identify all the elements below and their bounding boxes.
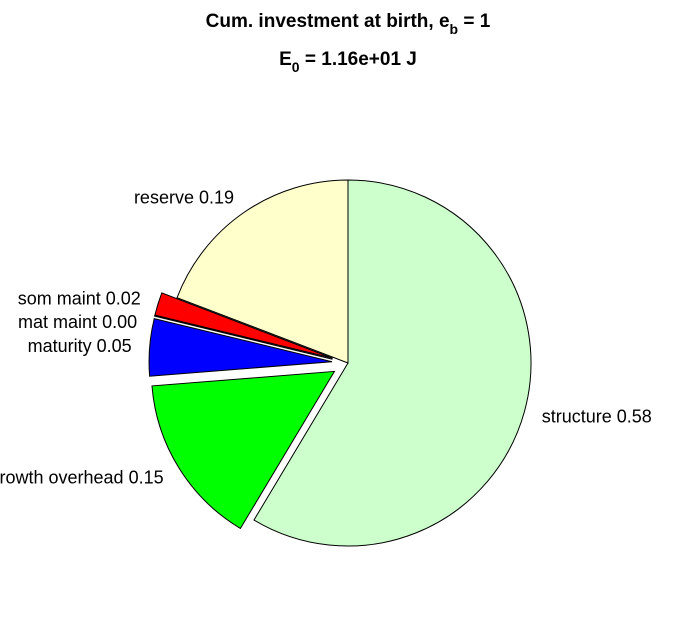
chart-subtitle: E0 = 1.16e+01 J xyxy=(279,49,417,75)
title-part: = 1 xyxy=(458,11,491,32)
slice-label: structure 0.58 xyxy=(542,407,652,427)
pie-slice xyxy=(148,317,333,377)
slice-name: reserve xyxy=(134,187,194,207)
chart-title: Cum. investment at birth, eb = 1 xyxy=(206,11,491,37)
subtitle-part: E xyxy=(279,49,292,70)
slice-value: 0.15 xyxy=(129,467,164,487)
pie-slice xyxy=(154,292,333,359)
slice-label: som maint 0.02 xyxy=(18,289,141,309)
slice-name: maturity xyxy=(28,336,92,356)
slice-name: mat maint xyxy=(18,312,97,332)
subtitle-part: = 1.16e+01 J xyxy=(300,49,417,70)
subtitle-subscript: 0 xyxy=(292,59,300,75)
slice-label: maturity 0.05 xyxy=(28,336,132,356)
slice-value: 0.02 xyxy=(106,289,141,309)
slice-label: reserve 0.19 xyxy=(134,187,234,207)
slice-label: mat maint 0.00 xyxy=(18,312,137,332)
slice-value: 0.05 xyxy=(97,336,132,356)
pie-slice xyxy=(253,179,532,547)
slice-value: 0.19 xyxy=(199,187,234,207)
pie-slice xyxy=(176,179,349,364)
title-subscript: b xyxy=(450,21,459,37)
pie-slice xyxy=(151,370,336,530)
slice-name: som maint xyxy=(18,289,101,309)
slice-value: 0.58 xyxy=(617,407,652,427)
title-part: Cum. investment at birth, e xyxy=(206,11,450,32)
slice-label: growth overhead 0.15 xyxy=(0,467,164,487)
slice-name: growth overhead xyxy=(0,467,124,487)
slice-name: structure xyxy=(542,407,612,427)
slice-value: 0.00 xyxy=(102,312,137,332)
